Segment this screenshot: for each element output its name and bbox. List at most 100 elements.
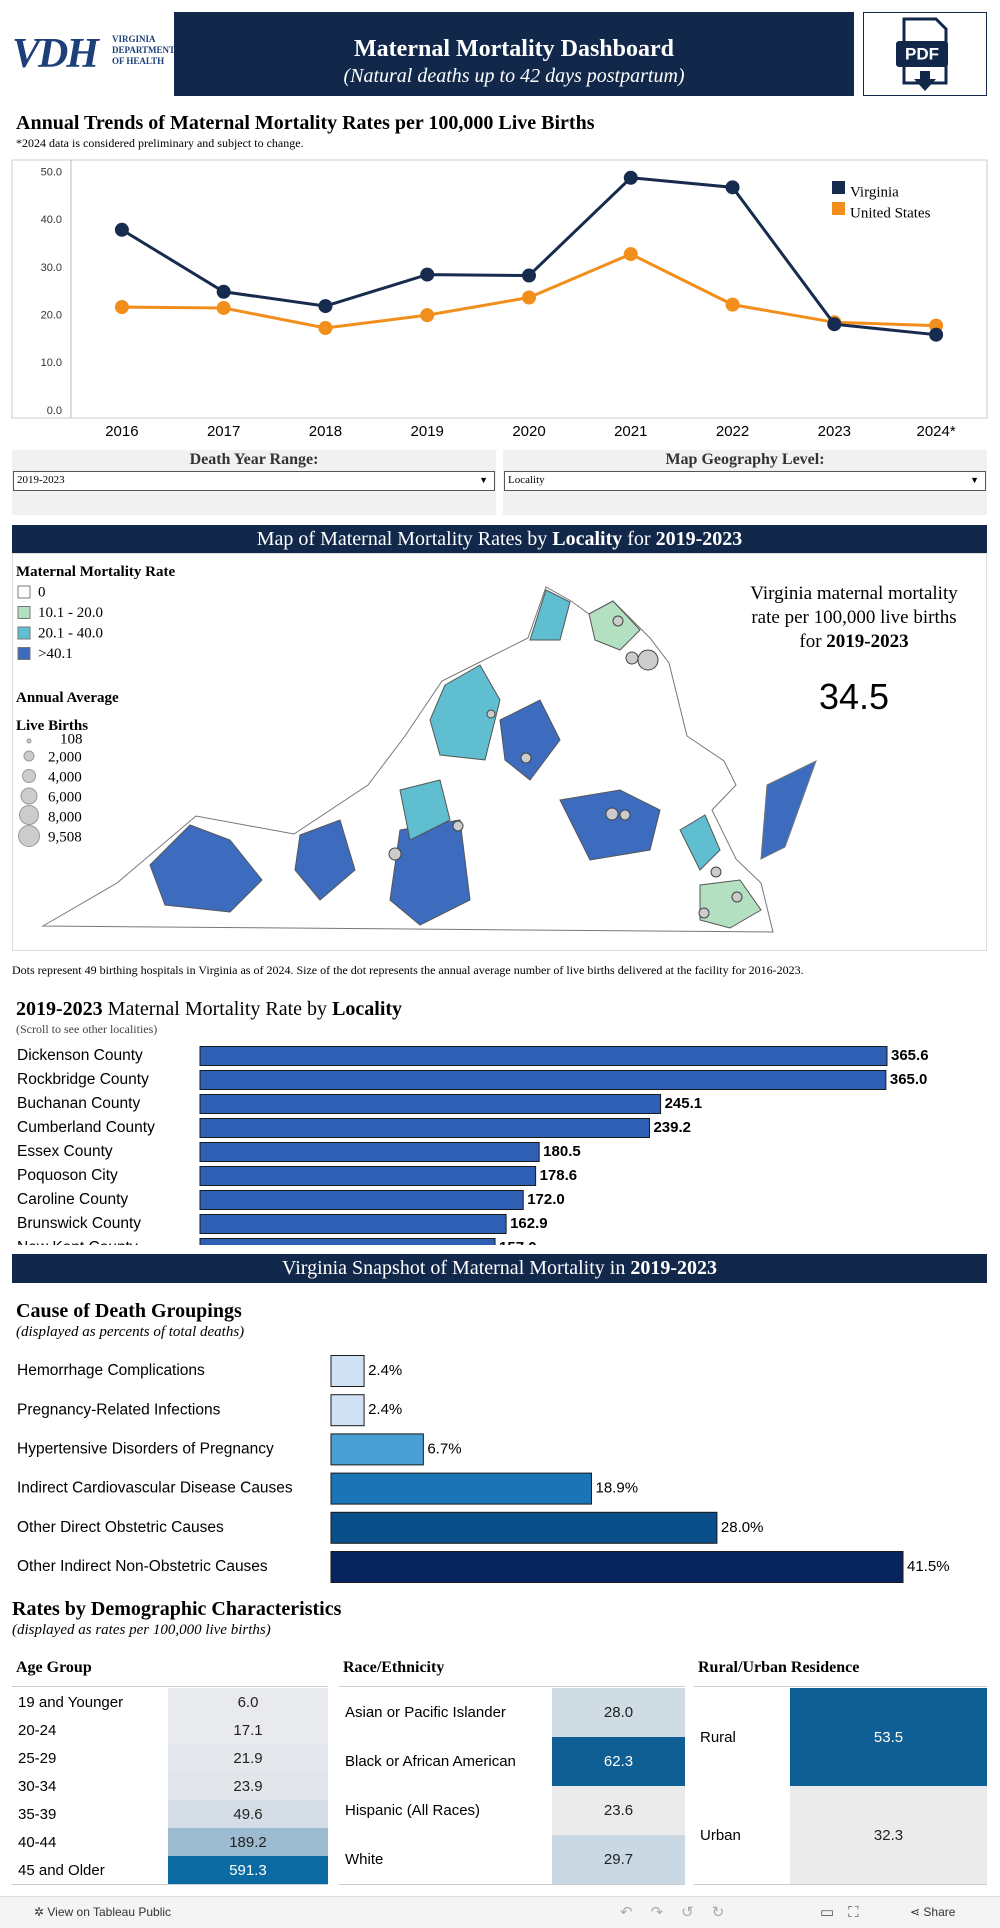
category-label: Indirect Cardiovascular Disease Causes xyxy=(17,1480,293,1497)
category-label: Cumberland County xyxy=(17,1119,155,1136)
bar xyxy=(199,1214,507,1234)
table-rule xyxy=(12,1686,328,1687)
table-header: Age Group xyxy=(16,1659,92,1676)
header-text: Locality xyxy=(552,528,623,550)
size-legend-dot xyxy=(26,738,32,744)
map-panel xyxy=(12,553,987,951)
row-value: 17.1 xyxy=(168,1716,328,1744)
data-point xyxy=(216,300,231,315)
bar xyxy=(330,1511,718,1544)
data-point xyxy=(623,247,638,262)
header-text: Map of Maternal Mortality Rates by xyxy=(256,528,553,550)
x-tick-label: 2018 xyxy=(309,423,342,440)
county xyxy=(149,824,263,913)
filter-value: 2019-2023 xyxy=(17,474,65,486)
value-label: 2.4% xyxy=(368,1401,402,1418)
row-label: Urban xyxy=(700,1826,741,1844)
row-label: Hispanic (All Races) xyxy=(345,1802,481,1819)
row-label: White xyxy=(345,1851,384,1868)
legend-label: 20.1 - 40.0 xyxy=(38,625,103,641)
pdf-icon: PDF xyxy=(896,17,948,91)
hospital-dot xyxy=(698,907,710,919)
header-band: Maternal Mortality Dashboard (Natural de… xyxy=(174,12,854,96)
bar xyxy=(199,1166,537,1186)
value-label: 28.0% xyxy=(721,1519,764,1536)
logo-line: DEPARTMENT xyxy=(112,45,176,55)
data-point xyxy=(827,317,842,332)
row-value: 23.6 xyxy=(552,1786,685,1835)
size-legend-label: 4,000 xyxy=(48,769,82,785)
toolbar-icons: ▭⛶ xyxy=(820,1904,873,1921)
bar xyxy=(199,1118,650,1138)
hospital-dots xyxy=(388,615,743,919)
y-tick-label: 10.0 xyxy=(41,357,62,369)
row-value: 53.5 xyxy=(790,1688,987,1786)
x-tick-label: 2024* xyxy=(917,423,956,440)
value-label: 157.0 xyxy=(499,1239,537,1256)
y-tick-label: 20.0 xyxy=(41,310,62,322)
size-legend-dot xyxy=(18,825,40,847)
summary-line: rate per 100,000 live births xyxy=(751,607,957,628)
legend-swatch xyxy=(17,606,31,619)
logo-line: VIRGINIA xyxy=(112,34,156,44)
filter-dropdown[interactable]: 2019-2023 ▼ xyxy=(13,471,495,491)
legend-swatch xyxy=(832,181,845,194)
x-tick-label: 2016 xyxy=(105,423,138,440)
bar xyxy=(199,1070,887,1090)
view-link[interactable]: ✲ View on Tableau Public xyxy=(34,1905,172,1919)
data-point xyxy=(114,300,129,315)
value-label: 239.2 xyxy=(653,1119,691,1136)
size-legend-title: Annual Average xyxy=(16,690,119,706)
size-legend-label: 8,000 xyxy=(48,809,82,825)
legend-label: 0 xyxy=(38,584,46,600)
bar xyxy=(199,1094,662,1114)
value-label: 180.5 xyxy=(543,1143,581,1160)
row-value: 49.6 xyxy=(168,1800,328,1828)
legend-label: 10.1 - 20.0 xyxy=(38,605,103,621)
hospital-dot xyxy=(520,752,532,764)
x-tick-label: 2023 xyxy=(818,423,851,440)
filter-dropdown[interactable]: Locality ▼ xyxy=(504,471,986,491)
hospital-dot xyxy=(625,651,639,665)
summary-line: for xyxy=(799,631,827,652)
row-value: 21.9 xyxy=(168,1744,328,1772)
legend-label: >40.1 xyxy=(38,646,73,662)
share-button[interactable]: ⋖ Share xyxy=(910,1905,956,1919)
pdf-label: PDF xyxy=(905,44,939,63)
size-legend xyxy=(18,738,40,847)
bar xyxy=(199,1046,888,1066)
trend-title: Annual Trends of Maternal Mortality Rate… xyxy=(16,112,595,134)
pdf-button[interactable]: PDF xyxy=(863,12,987,96)
download-arrow xyxy=(914,71,936,91)
table-rule xyxy=(339,1884,685,1885)
row-value: 29.7 xyxy=(552,1835,685,1884)
y-tick-label: 50.0 xyxy=(41,166,62,178)
size-legend-title: Live Births xyxy=(16,718,89,734)
cause-subtitle: (displayed as percents of total deaths) xyxy=(16,1324,245,1340)
hospital-dot xyxy=(619,809,631,821)
hospital-dot xyxy=(486,709,496,719)
x-tick-label: 2017 xyxy=(207,423,240,440)
row-value: 28.0 xyxy=(552,1688,685,1737)
locality-title: 2019-2023 Maternal Mortality Rate by Loc… xyxy=(16,998,402,1021)
data-point xyxy=(420,308,435,323)
table-rule xyxy=(339,1686,685,1687)
hospital-dot xyxy=(605,807,619,821)
size-legend-label: 9,508 xyxy=(48,829,82,845)
toolbar: ✲ View on Tableau Public ↶↷↺↻ ▭⛶ ⋖ Share xyxy=(0,1896,1000,1928)
x-tick-label: 2021 xyxy=(614,423,647,440)
bar xyxy=(199,1142,540,1162)
row-label: 25-29 xyxy=(18,1749,57,1767)
row-value: 62.3 xyxy=(552,1737,685,1786)
size-legend-label: 2,000 xyxy=(48,749,82,765)
bar xyxy=(199,1238,496,1245)
row-value: 591.3 xyxy=(168,1856,328,1884)
county xyxy=(559,789,661,861)
cause-title: Cause of Death Groupings xyxy=(16,1300,242,1322)
size-legend-dot xyxy=(23,750,35,762)
row-label: Asian or Pacific Islander xyxy=(345,1704,506,1721)
y-tick-label: 40.0 xyxy=(41,214,62,226)
size-legend-dot xyxy=(20,787,38,805)
map-footnote: Dots represent 49 birthing hospitals in … xyxy=(12,963,804,977)
